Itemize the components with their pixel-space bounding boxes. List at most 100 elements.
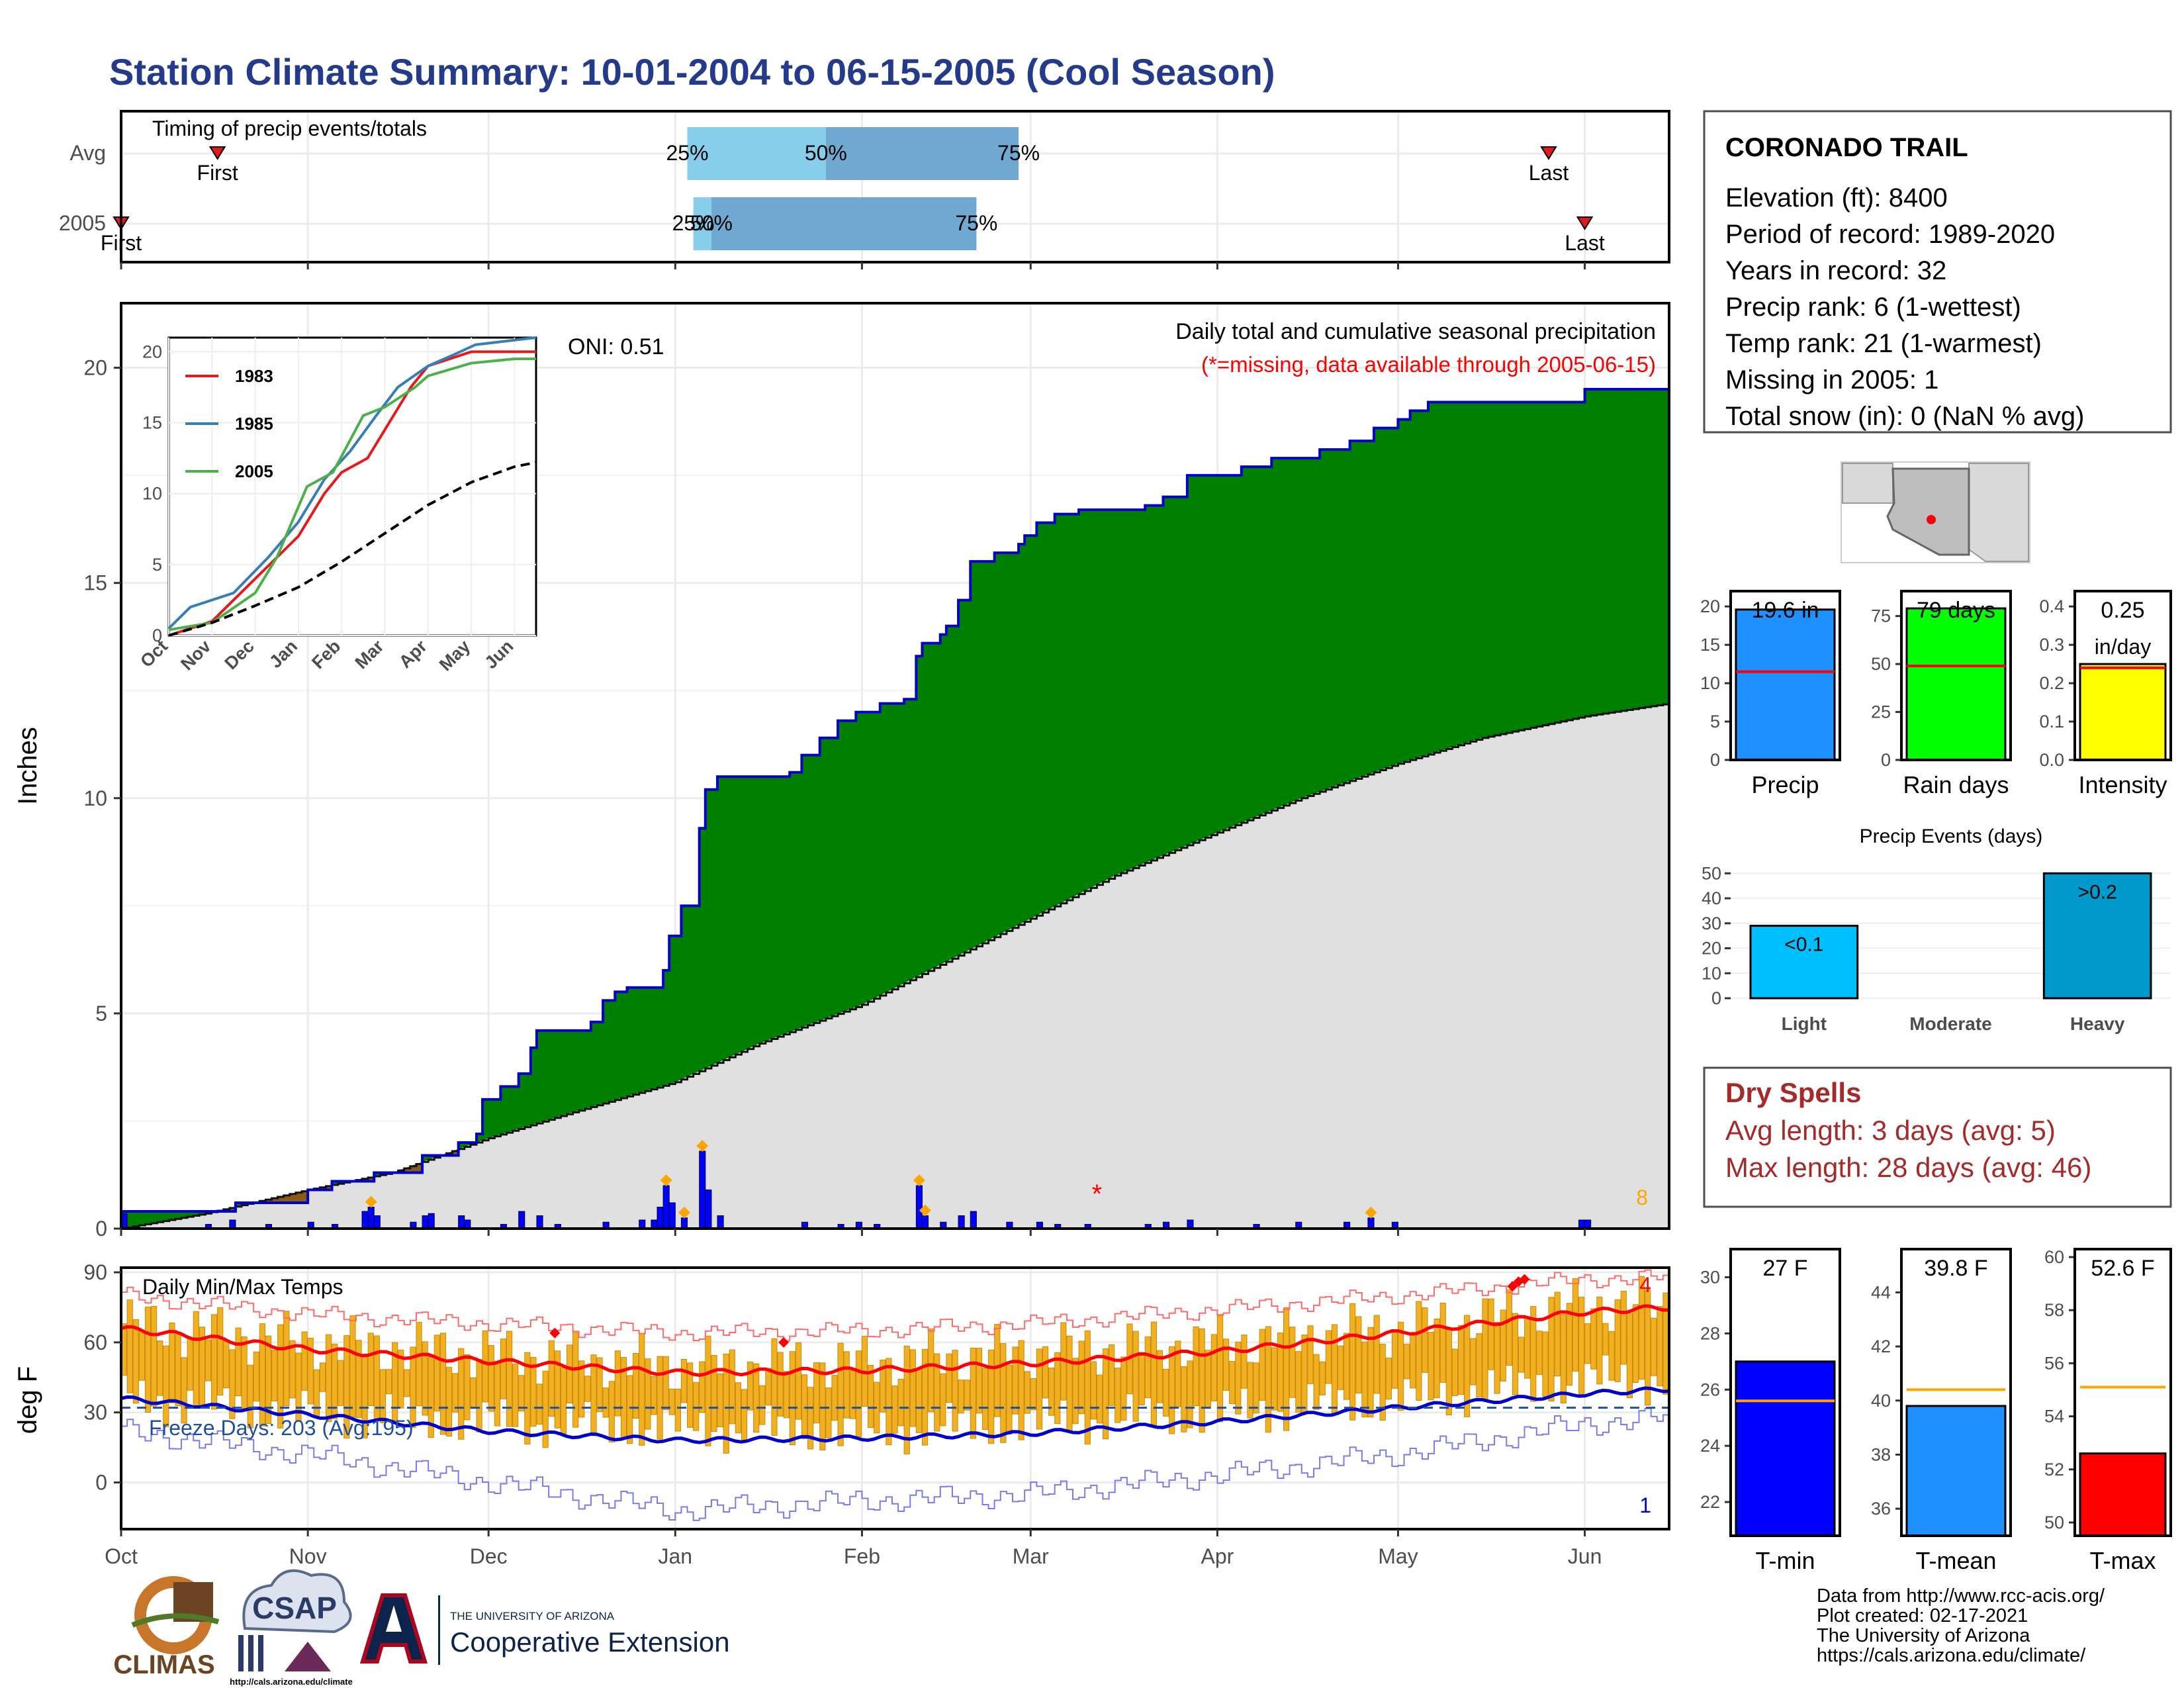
events-bar-label: >0.2 bbox=[2078, 881, 2117, 903]
climas-logo-text: CLIMAS bbox=[113, 1650, 214, 1679]
station-info-line: Total snow (in): 0 (NaN % avg) bbox=[1725, 402, 2084, 431]
small-bar-ytick-label: 42 bbox=[1871, 1336, 1891, 1356]
cumulative-2005-area bbox=[121, 389, 1669, 1229]
dry-spells-line: Avg length: 3 days (avg: 5) bbox=[1725, 1115, 2056, 1146]
daily-record-marker bbox=[660, 1174, 672, 1186]
small-bar-ytick-label: 22 bbox=[1700, 1492, 1720, 1512]
events-ytick-label: 50 bbox=[1702, 863, 1721, 883]
summary-bar-charts: 0 5 10 15 20 19.6 in Precip 0 25 50 75 79 days Rain … bbox=[1700, 590, 2172, 1574]
small-bar-ytick-label: 58 bbox=[2044, 1300, 2064, 1320]
small-bar-ytick-label: 0.4 bbox=[2039, 596, 2064, 616]
daily-precip-bar bbox=[518, 1211, 525, 1229]
timing-last-marker bbox=[1576, 216, 1594, 230]
station-info-line: Precip rank: 6 (1-wettest) bbox=[1725, 293, 2021, 322]
precip-corner-count: 8 bbox=[1636, 1186, 1648, 1209]
small-bar-ytick-label: 28 bbox=[1700, 1323, 1720, 1343]
timing-q50-label: 50% bbox=[805, 141, 847, 165]
timing-first-marker bbox=[208, 146, 226, 160]
small-bar-ytick-label: 24 bbox=[1700, 1436, 1720, 1456]
cumulative-2005-line bbox=[121, 388, 1669, 1213]
daily-record-marker bbox=[1365, 1206, 1377, 1219]
record-tmax-line bbox=[121, 1269, 1670, 1342]
summary-bar-frame bbox=[1900, 590, 2012, 761]
daily-precip-bar bbox=[367, 1206, 375, 1229]
inset-ytick-label: 10 bbox=[142, 484, 162, 504]
events-ytick-label: 40 bbox=[1702, 888, 1721, 908]
ua-big-text: Cooperative Extension bbox=[450, 1626, 730, 1658]
daily-precip-bar bbox=[680, 1217, 688, 1229]
climas-logo: CLIMAS bbox=[113, 1576, 220, 1679]
map-neighbor-state bbox=[1968, 463, 2029, 562]
map-arizona-state bbox=[1886, 467, 1970, 556]
station-info-line: Missing in 2005: 1 bbox=[1725, 365, 1938, 395]
small-bar-ytick-label: 0 bbox=[1881, 750, 1891, 770]
summary-bar-frame bbox=[2073, 1248, 2172, 1537]
small-bar-ytick-label: 20 bbox=[1700, 596, 1720, 616]
summary-value-label: 27 F bbox=[1762, 1256, 1807, 1281]
temp-xtick-label: Jan bbox=[659, 1544, 693, 1568]
small-bar-ytick-label: 30 bbox=[1700, 1267, 1720, 1287]
inset-ytick-label: 20 bbox=[142, 342, 162, 361]
inset-legend-label: 1985 bbox=[235, 414, 273, 434]
record-tmin-line bbox=[121, 1406, 1670, 1521]
freeze-label: Freeze Days: 203 (Avg:195) bbox=[149, 1416, 414, 1440]
small-bar-ytick-label: 5 bbox=[1710, 712, 1720, 731]
station-info-line: Period of record: 1989-2020 bbox=[1725, 220, 2055, 249]
summary-value-label: 19.6 in bbox=[1751, 598, 1819, 623]
small-bar-ytick-label: 50 bbox=[2044, 1513, 2064, 1532]
inset-ytick-label: 0 bbox=[152, 626, 162, 645]
temp-xtick-label: Dec bbox=[470, 1544, 508, 1568]
temp-xtick-label: Oct bbox=[105, 1544, 138, 1568]
timing-first-label: First bbox=[197, 161, 238, 185]
record-high-marker bbox=[1519, 1274, 1530, 1285]
small-bar-ytick-label: 56 bbox=[2044, 1353, 2064, 1373]
credit-line: https://cals.arizona.edu/climate/ bbox=[1817, 1645, 2086, 1666]
temp-xtick-label: Jun bbox=[1568, 1544, 1602, 1568]
small-bar-ytick-label: 15 bbox=[1700, 635, 1720, 655]
summary-value-label: 39.8 F bbox=[1924, 1256, 1987, 1281]
inset-series-line bbox=[167, 336, 537, 630]
timing-row-label-2005: 2005 bbox=[59, 211, 106, 235]
small-bar-ytick-label: 75 bbox=[1871, 606, 1891, 626]
missing-data-marker: * bbox=[1092, 1180, 1103, 1209]
timing-title: Timing of precip events/totals bbox=[152, 117, 427, 140]
events-category-label: Moderate bbox=[1909, 1013, 1991, 1034]
inset-ytick-label: 15 bbox=[142, 413, 162, 433]
timing-bar-q25-q50 bbox=[687, 127, 826, 180]
temp-panel: 0 30 60 90 Oct Nov Dec Jan Feb Mar Apr May Jun deg F… bbox=[13, 1260, 1670, 1568]
small-bar-ytick-label: 0.0 bbox=[2039, 750, 2064, 770]
summary-bar bbox=[1905, 607, 2007, 761]
summary-value-label: 0.25 bbox=[2101, 598, 2144, 623]
events-title: Precip Events (days) bbox=[1860, 825, 2043, 847]
small-bar-ytick-label: 0.2 bbox=[2039, 673, 2064, 693]
credit-line: Data from http://www.rcc-acis.org/ bbox=[1817, 1585, 2105, 1607]
station-info-box: CORONADO TRAIL Elevation (ft): 8400 Peri… bbox=[1703, 110, 2172, 434]
precip-panel: * 0 5 10 15 20 Inches ONI: 0.51 Daily total … bbox=[13, 262, 1670, 1241]
daily-precip-bar bbox=[361, 1211, 369, 1229]
temp-ylabel: deg F bbox=[13, 1366, 42, 1434]
daily-precip-bar bbox=[428, 1213, 435, 1229]
summary-bar bbox=[2079, 1452, 2167, 1537]
timing-bar-q50-q75 bbox=[711, 197, 977, 250]
university-of-arizona-logo: THE UNIVERSITY OF ARIZONA Cooperative Ex… bbox=[359, 1593, 730, 1665]
avg-tmax-line bbox=[120, 1304, 1670, 1378]
chart-title: Station Climate Summary: 10-01-2004 to 0… bbox=[109, 51, 1275, 93]
daily-precip-bar bbox=[699, 1150, 706, 1229]
timing-q25-label: 25% bbox=[666, 141, 708, 165]
small-bar-ytick-label: 0 bbox=[1710, 750, 1720, 770]
small-bar-ytick-label: 60 bbox=[2044, 1247, 2064, 1267]
summary-bar-frame bbox=[2073, 590, 2172, 761]
events-ytick-label: 20 bbox=[1702, 939, 1721, 959]
daily-precip-bar bbox=[536, 1215, 543, 1229]
record-high-count: 4 bbox=[1639, 1273, 1651, 1297]
missing-note: (*=missing, data available through 2005-… bbox=[1201, 352, 1656, 377]
small-bar-ytick-label: 26 bbox=[1700, 1380, 1720, 1399]
temp-xtick-label: May bbox=[1378, 1544, 1418, 1568]
timing-bar-q25-q50 bbox=[693, 197, 711, 250]
temp-xtick-label: Apr bbox=[1201, 1544, 1234, 1568]
inset-ytick-label: 5 bbox=[152, 555, 162, 575]
precip-ytick-label: 0 bbox=[95, 1217, 107, 1241]
summary-category-label: Precip bbox=[1751, 771, 1819, 798]
summary-bar bbox=[1905, 1405, 2007, 1537]
summary-bar bbox=[1735, 1360, 1836, 1537]
